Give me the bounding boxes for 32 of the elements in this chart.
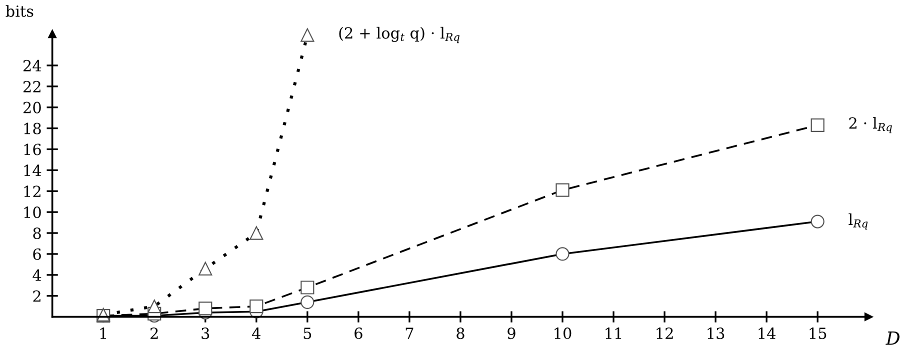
y-tick-label: 18 [24,122,41,134]
x-tick-label: 14 [758,328,776,339]
x-tick-label: 8 [456,328,464,340]
y-tick-label: 20 [23,102,41,114]
y-tick-label: 12 [24,186,40,197]
x-tick-label: 13 [708,328,724,340]
x-tick-label: 7 [406,328,414,339]
y-tick-label: 8 [33,227,41,240]
x-tick-label: 15 [810,328,826,340]
y-tick-label: 10 [24,206,41,218]
x-tick-label: 6 [354,328,362,340]
x-axis-title: D [886,332,900,345]
x-tick-label: 10 [554,328,572,340]
y-tick-label: 22 [23,80,40,92]
series-label: l$_{Rq}$ [848,213,868,230]
y-tick-label: 24 [23,60,42,72]
x-tick-label: 9 [508,328,516,340]
y-tick-label: 14 [24,164,42,176]
y-axis-title: bits [6,5,34,17]
series-label: (2 + log$_{t}$ q) · l$_{Rq}$ [339,26,460,44]
y-tick-label: 2 [33,290,40,302]
y-tick-label: 6 [33,248,41,260]
x-tick-label: 5 [304,328,312,340]
x-tick-label: 4 [252,328,260,339]
x-tick-label: 3 [202,328,210,340]
y-tick-label: 16 [24,144,41,156]
series-label: 2 · l$_{Rq}$ [849,116,892,134]
x-tick-label: 11 [606,328,622,339]
y-tick-label: 4 [32,269,42,281]
x-tick-label: 1 [100,328,106,339]
x-tick-label: 2 [150,328,158,339]
x-tick-label: 12 [656,328,673,339]
